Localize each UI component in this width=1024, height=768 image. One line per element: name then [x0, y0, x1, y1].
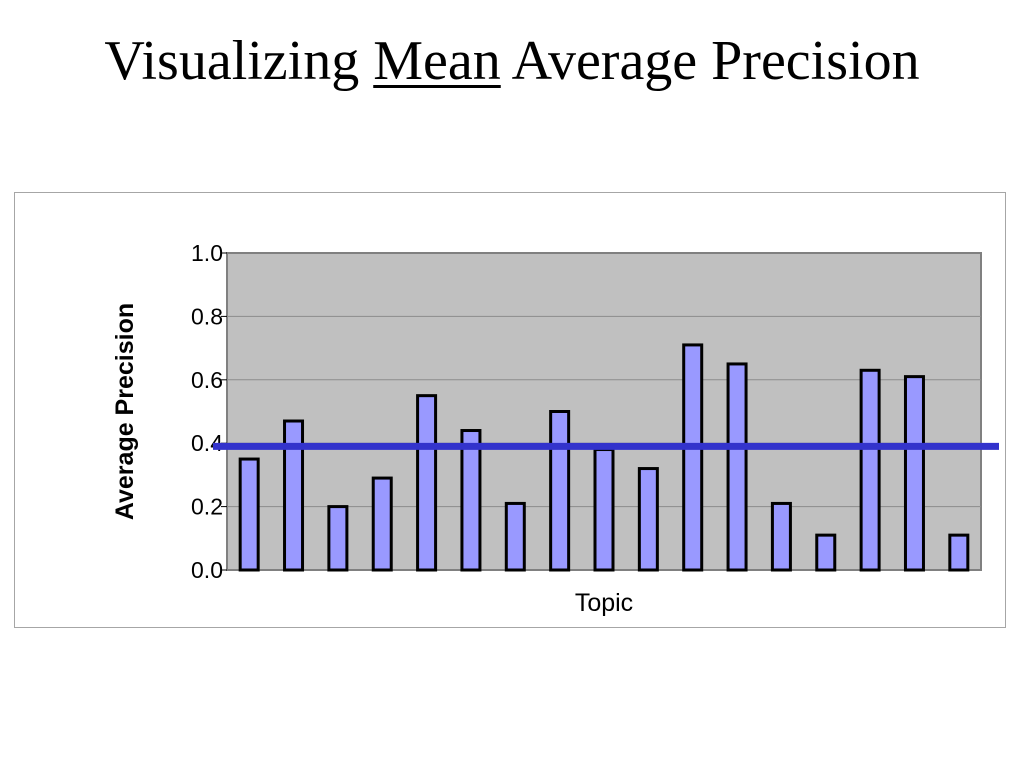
bar-topic-13 — [770, 501, 792, 572]
bars — [238, 343, 970, 572]
bar-topic-9 — [593, 448, 615, 572]
bar-topic-4 — [371, 476, 393, 572]
title-prefix: Visualizing — [104, 30, 374, 92]
y-axis-ticks: 0.00.20.40.60.81.0 — [191, 240, 227, 583]
y-tick-label: 0.8 — [191, 303, 223, 329]
bar-topic-6 — [460, 429, 482, 572]
y-axis-title: Average Precision — [111, 303, 139, 520]
slide-title: Visualizing Mean Average Precision — [0, 28, 1024, 95]
x-axis-title: Topic — [575, 589, 633, 617]
y-tick-label: 1.0 — [191, 240, 223, 266]
bar-chart: 0.00.20.40.60.81.0 Topic Average Precisi… — [111, 240, 999, 617]
bar-topic-12 — [726, 362, 748, 572]
bar-topic-16 — [903, 375, 925, 572]
bar-topic-10 — [637, 467, 659, 572]
chart-frame: 0.0 0.2 0.4 0.6 0.8 1.0 Topic Average Precisi… — [14, 192, 1006, 628]
bar-topic-8 — [549, 410, 571, 572]
bar-topic-7 — [504, 501, 526, 572]
bar-topic-2 — [283, 419, 305, 572]
bar-topic-1 — [238, 457, 260, 572]
bar-topic-14 — [815, 533, 837, 572]
bar-topic-11 — [682, 343, 704, 572]
bar-topic-3 — [327, 505, 349, 572]
y-tick-label: 0.6 — [191, 367, 223, 393]
bar-topic-15 — [859, 368, 881, 572]
bar-topic-17 — [948, 533, 970, 572]
bar-topic-5 — [416, 394, 438, 572]
y-tick-label: 0.0 — [191, 557, 223, 583]
title-suffix: Average Precision — [500, 30, 920, 92]
y-tick-label: 0.2 — [191, 494, 223, 520]
title-emphasis: Mean — [373, 30, 501, 92]
